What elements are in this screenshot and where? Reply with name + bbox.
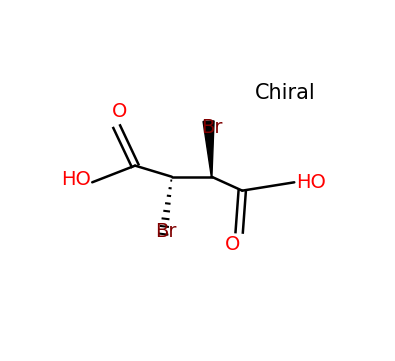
Text: HO: HO [61, 170, 91, 189]
Text: Br: Br [155, 222, 177, 241]
Text: Chiral: Chiral [254, 83, 315, 103]
Text: O: O [226, 235, 241, 254]
Text: Br: Br [201, 118, 222, 138]
Text: O: O [112, 102, 128, 121]
Text: HO: HO [296, 173, 326, 192]
Polygon shape [203, 121, 214, 177]
